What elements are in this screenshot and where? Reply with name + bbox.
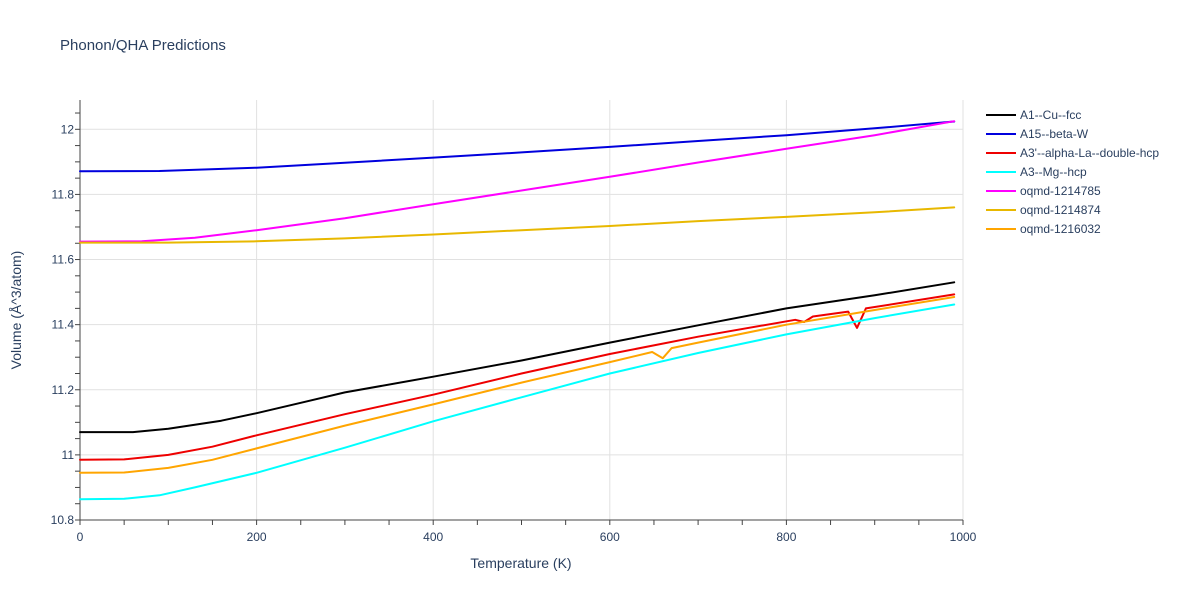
legend-item[interactable]: A3--Mg--hcp [986, 165, 1087, 179]
y-tick-label: 10.8 [51, 513, 75, 527]
legend-item[interactable]: A1--Cu--fcc [986, 108, 1081, 122]
plot-area [79, 120, 956, 501]
y-tick-label: 11.6 [52, 253, 75, 267]
y-tick-label: 11 [62, 448, 75, 462]
legend[interactable]: A1--Cu--fcc A15--beta-W A3'--alpha-La--dou… [986, 108, 1159, 236]
legend-item[interactable]: oqmd-1214874 [986, 203, 1101, 217]
y-tick-label: 11.2 [52, 383, 75, 397]
y-tick-label: 11.4 [52, 318, 75, 332]
chart-title: Phonon/QHA Predictions [60, 37, 226, 54]
series-line-1 [79, 281, 956, 434]
legend-item[interactable]: oqmd-1216032 [986, 222, 1101, 236]
y-axis-title: Volume (Å^3/atom) [8, 251, 24, 370]
series-line-7 [79, 296, 956, 474]
grid [80, 100, 964, 521]
x-tick-label: 400 [423, 530, 443, 544]
axes [75, 100, 964, 525]
x-tick-label: 1000 [950, 530, 977, 544]
tick-labels: 0 200 400 600 800 1000 10.8 11 11.2 11.4 11.6 11.8 1… [51, 122, 977, 544]
legend-label: A15--beta-W [1020, 127, 1089, 141]
legend-item[interactable]: A15--beta-W [986, 127, 1089, 141]
legend-item[interactable]: A3'--alpha-La--double-hcp [986, 146, 1159, 160]
x-tick-label: 200 [247, 530, 267, 544]
series-line-3 [79, 293, 956, 461]
legend-label: A3--Mg--hcp [1020, 165, 1087, 179]
legend-label: oqmd-1214785 [1020, 184, 1101, 198]
x-axis-title: Temperature (K) [470, 555, 571, 571]
series-line-4 [79, 303, 956, 501]
x-tick-label: 0 [77, 530, 84, 544]
legend-label: A3'--alpha-La--double-hcp [1020, 146, 1159, 160]
legend-label: A1--Cu--fcc [1020, 108, 1081, 122]
series-line-2 [79, 120, 956, 173]
x-tick-label: 600 [600, 530, 620, 544]
legend-label: oqmd-1214874 [1020, 203, 1101, 217]
x-tick-label: 800 [776, 530, 796, 544]
legend-label: oqmd-1216032 [1020, 222, 1101, 236]
series-line-6 [79, 206, 956, 244]
series-line-5 [79, 120, 956, 243]
y-tick-label: 11.8 [52, 187, 75, 201]
legend-item[interactable]: oqmd-1214785 [986, 184, 1101, 198]
y-tick-label: 12 [61, 122, 75, 136]
